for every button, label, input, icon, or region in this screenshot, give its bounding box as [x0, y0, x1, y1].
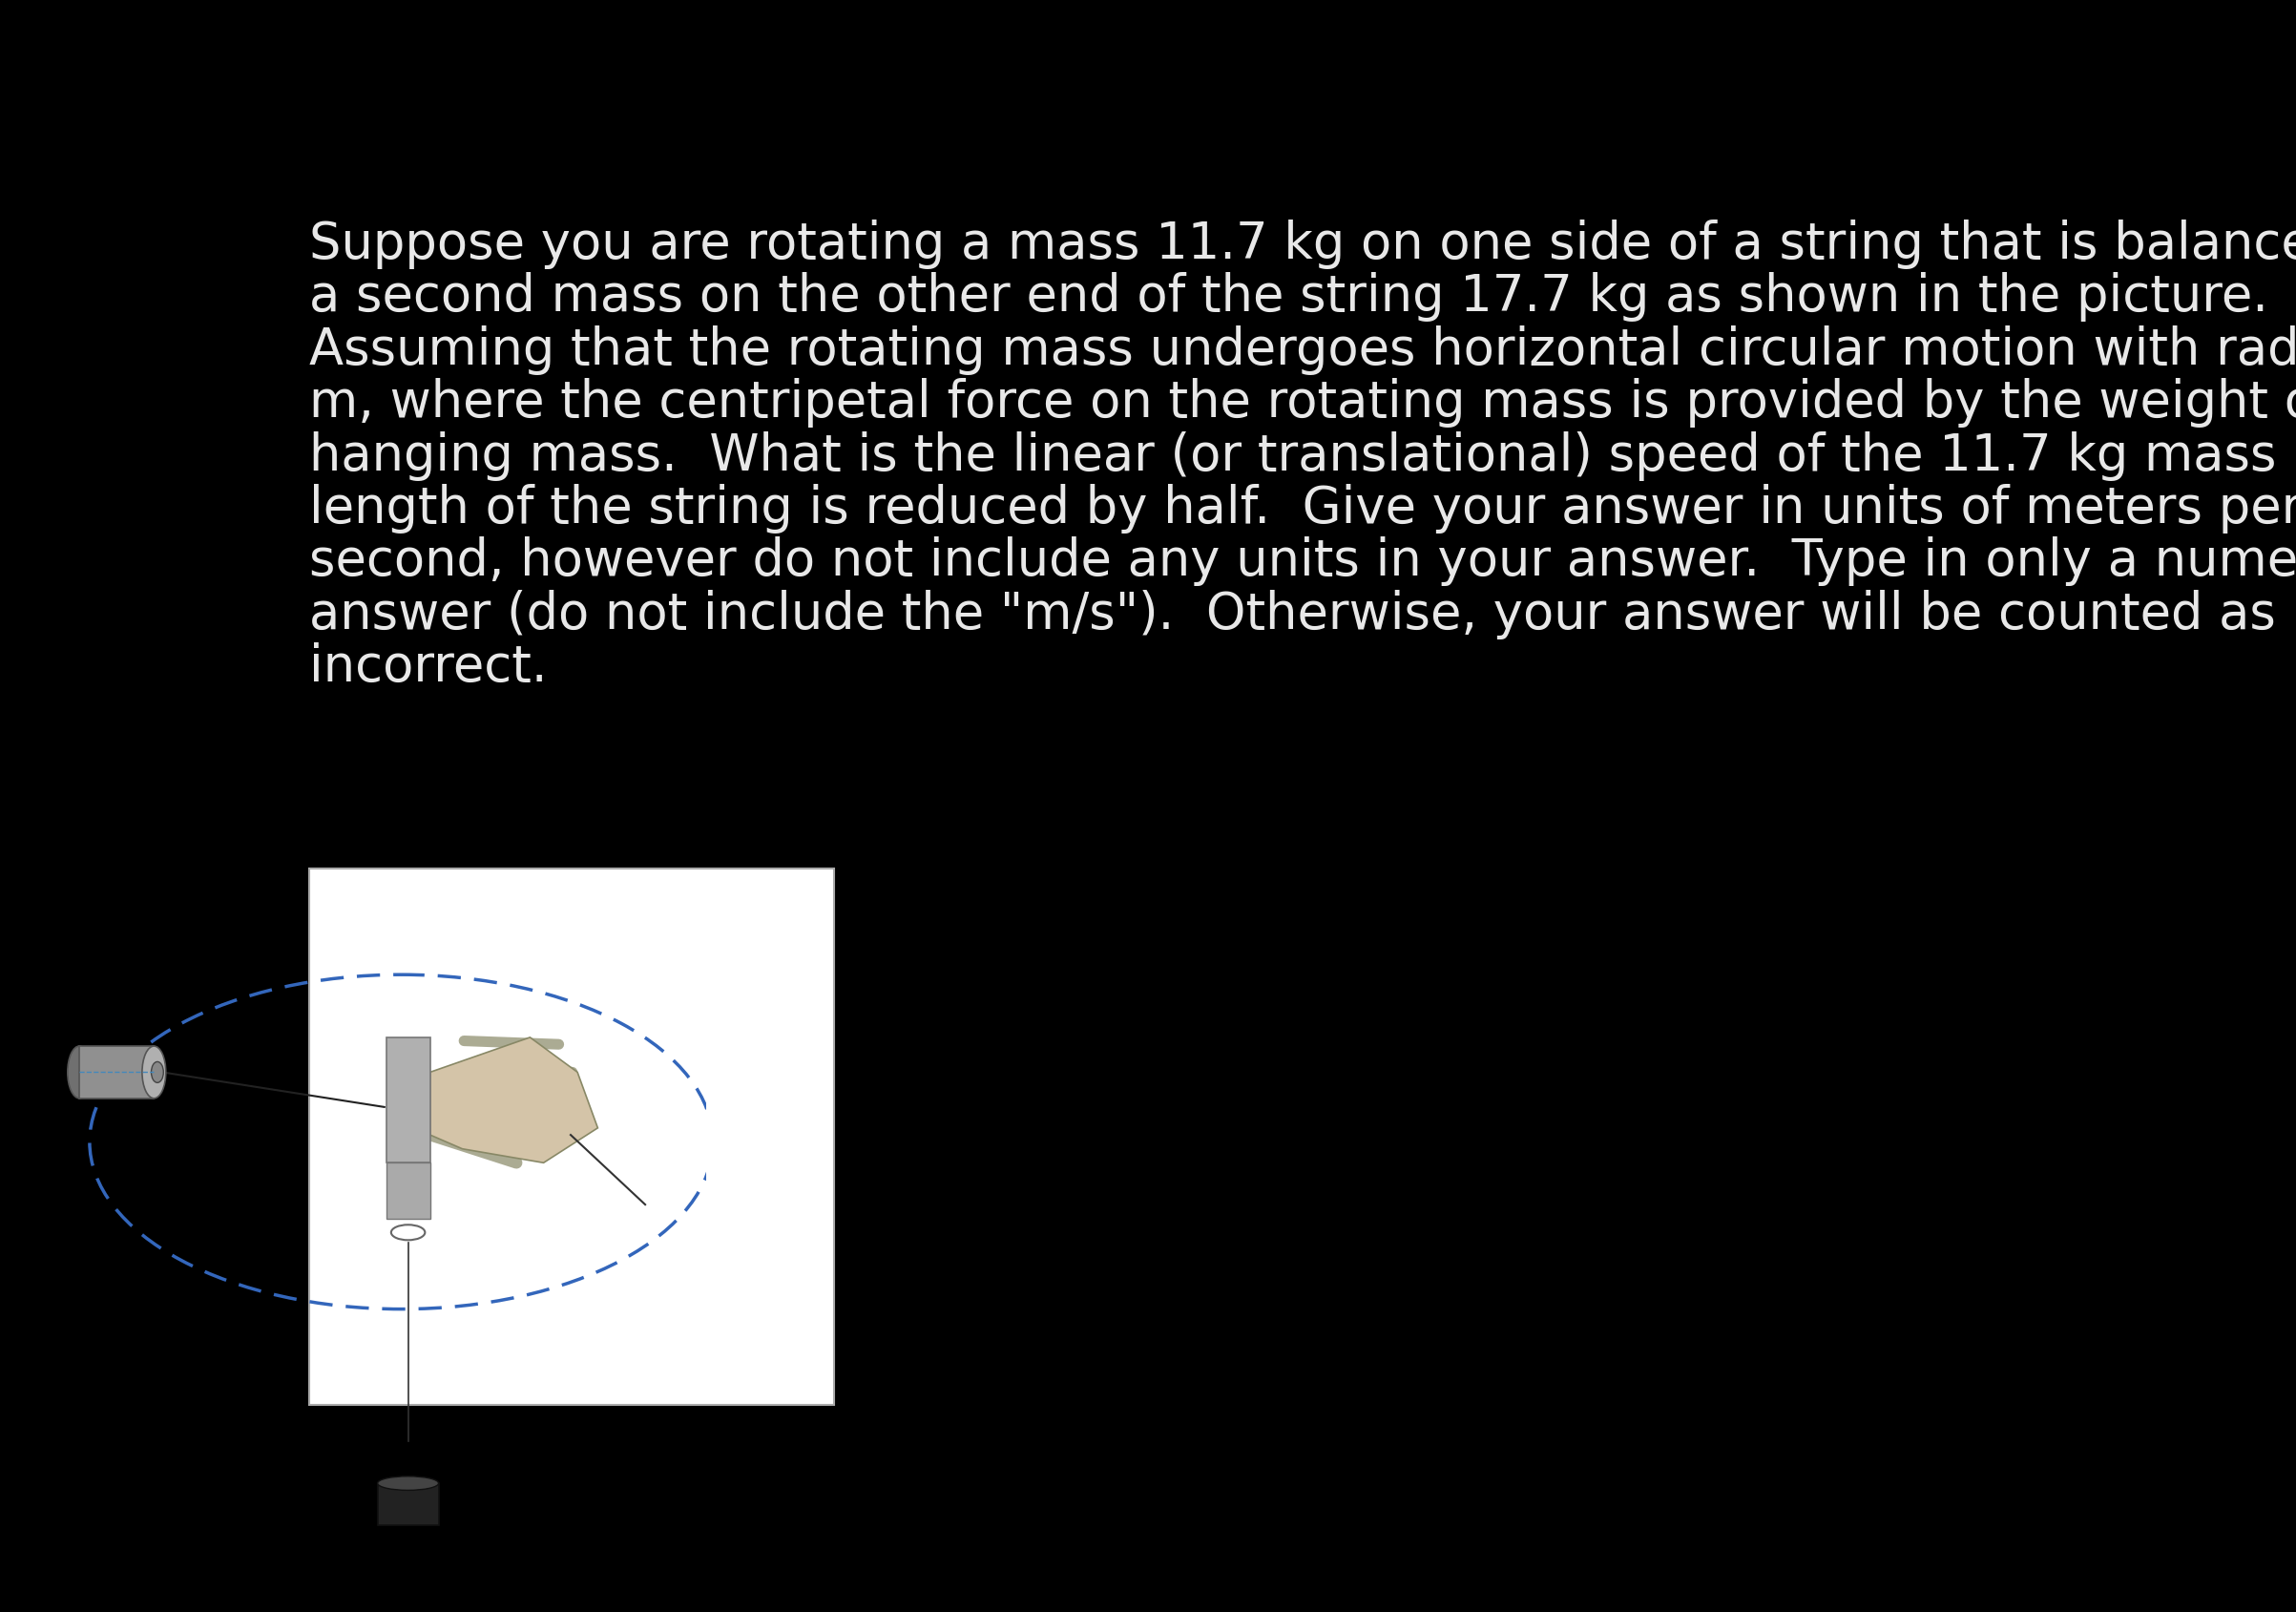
Text: m, where the centripetal force on the rotating mass is provided by the weight of: m, where the centripetal force on the ro… — [310, 377, 2296, 427]
Text: $\mathbf{M_1}$: $\mathbf{M_1}$ — [455, 1489, 496, 1519]
Ellipse shape — [377, 1477, 439, 1489]
Text: a second mass on the other end of the string 17.7 kg as shown in the picture.: a second mass on the other end of the st… — [310, 272, 2268, 322]
Text: answer (do not include the "m/s").  Otherwise, your answer will be counted as: answer (do not include the "m/s"). Other… — [310, 590, 2275, 638]
Text: second, however do not include any units in your answer.  Type in only a numeric: second, however do not include any units… — [310, 537, 2296, 587]
Text: T: T — [278, 1059, 296, 1086]
FancyBboxPatch shape — [80, 1046, 154, 1099]
Ellipse shape — [142, 1046, 165, 1099]
Text: R: R — [255, 1011, 276, 1037]
FancyBboxPatch shape — [310, 869, 833, 1406]
FancyBboxPatch shape — [386, 1162, 429, 1219]
Text: $\mathbf{M_2}$: $\mathbf{M_2}$ — [32, 1128, 71, 1156]
Text: hanging mass.  What is the linear (or translational) speed of the 11.7 kg mass i: hanging mass. What is the linear (or tra… — [310, 430, 2296, 480]
Polygon shape — [429, 1038, 597, 1162]
Text: length of the string is reduced by half.  Give your answer in units of meters pe: length of the string is reduced by half.… — [310, 484, 2296, 534]
Text: Assuming that the rotating mass undergoes horizontal circular motion with radius: Assuming that the rotating mass undergoe… — [310, 326, 2296, 374]
Ellipse shape — [390, 1225, 425, 1240]
FancyBboxPatch shape — [386, 1038, 429, 1162]
Text: incorrect.: incorrect. — [310, 642, 546, 692]
Ellipse shape — [67, 1046, 92, 1099]
Ellipse shape — [152, 1062, 163, 1083]
FancyBboxPatch shape — [377, 1483, 439, 1525]
Text: Suppose you are rotating a mass 11.7 kg on one side of a string that is balanced: Suppose you are rotating a mass 11.7 kg … — [310, 219, 2296, 269]
